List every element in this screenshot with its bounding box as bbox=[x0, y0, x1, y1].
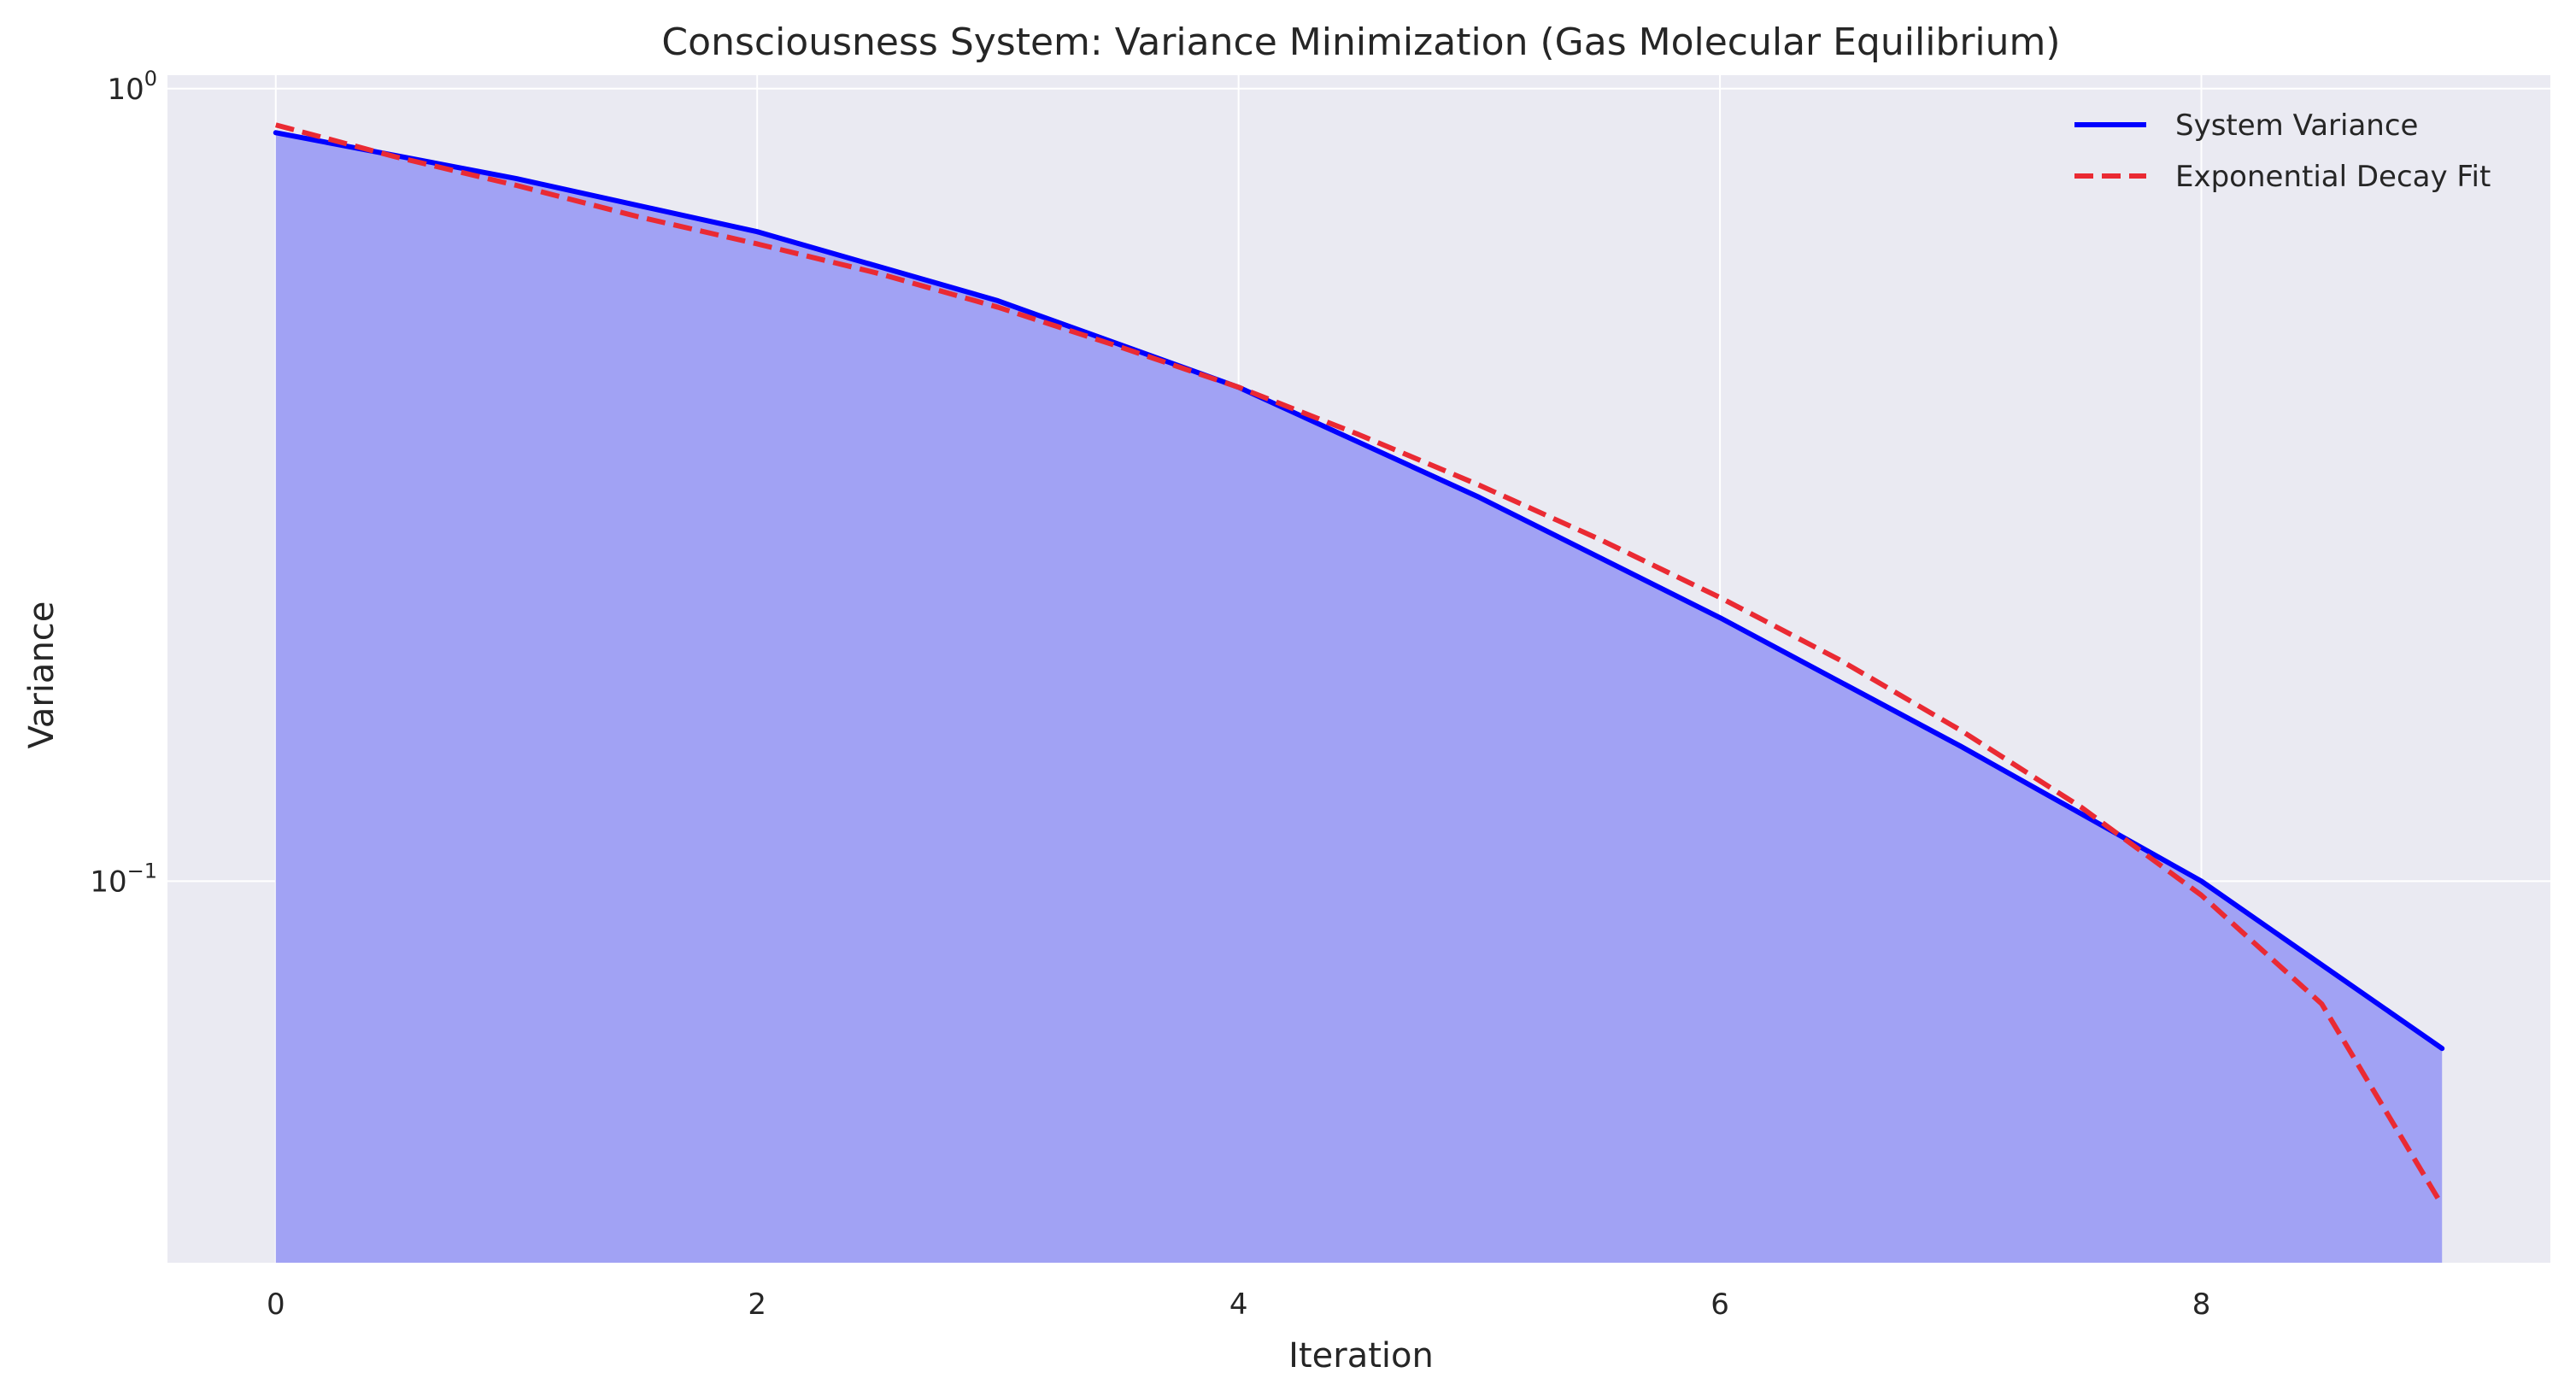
y-ticks: 10−1 100 bbox=[90, 67, 157, 900]
system-variance-area bbox=[275, 132, 2443, 1263]
y-tick-label: 10−1 bbox=[90, 859, 157, 899]
exponential-decay-fit-line bbox=[275, 122, 2444, 1207]
y-axis-label: Variance bbox=[22, 601, 62, 749]
legend-label-exponential-decay-fit: Exponential Decay Fit bbox=[2175, 160, 2491, 194]
x-tick-label: 8 bbox=[2192, 1287, 2211, 1322]
x-axis-label: Iteration bbox=[1288, 1336, 1434, 1375]
x-tick-label: 0 bbox=[267, 1287, 285, 1322]
x-tick-label: 4 bbox=[1229, 1287, 1248, 1322]
lines-layer bbox=[273, 122, 2445, 1207]
system-variance-line bbox=[273, 130, 2445, 1052]
x-tick-label: 2 bbox=[748, 1287, 766, 1322]
x-ticks: 0 2 4 6 8 bbox=[267, 1287, 2210, 1322]
legend: System Variance Exponential Decay Fit bbox=[2074, 109, 2491, 194]
legend-label-system-variance: System Variance bbox=[2175, 109, 2418, 143]
x-tick-label: 6 bbox=[1710, 1287, 1729, 1322]
chart-title: Consciousness System: Variance Minimizat… bbox=[661, 21, 2060, 64]
area-layer bbox=[275, 132, 2443, 1263]
y-tick-label: 100 bbox=[107, 67, 157, 107]
